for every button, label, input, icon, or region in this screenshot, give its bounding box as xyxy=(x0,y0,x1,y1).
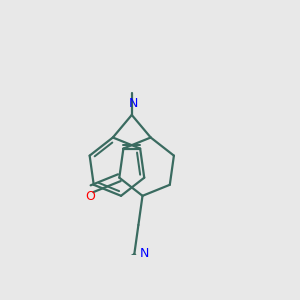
Text: N: N xyxy=(140,247,149,260)
Text: O: O xyxy=(86,190,95,203)
Text: N: N xyxy=(128,98,138,110)
